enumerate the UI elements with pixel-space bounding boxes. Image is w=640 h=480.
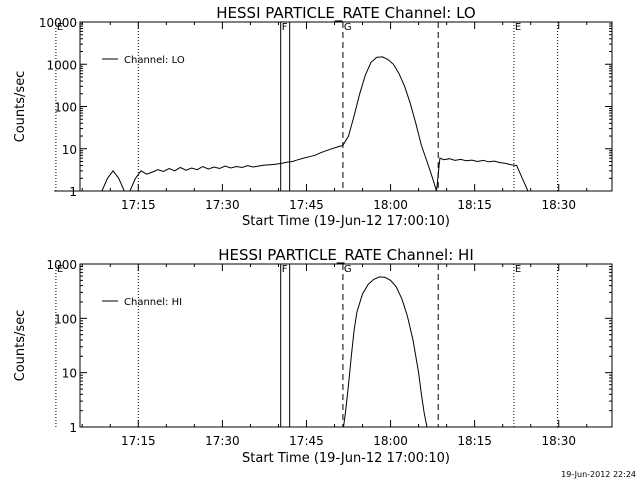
y-tick-label: 10 xyxy=(62,143,77,157)
x-tick-label: 17:15 xyxy=(121,434,156,448)
x-tick-label: 18:30 xyxy=(541,198,576,212)
y-tick-label: 1 xyxy=(69,421,77,435)
plot-frame xyxy=(79,21,613,192)
event-marker-label: E xyxy=(57,264,63,275)
chart-panel-lo: HESSI PARTICLE_RATE Channel: LO E F G E Chann… xyxy=(13,4,613,229)
event-marker-label: E xyxy=(515,264,521,275)
x-axis-label: Start Time (19-Jun-12 17:00:10) xyxy=(242,451,450,466)
chart-title: HESSI PARTICLE_RATE Channel: LO xyxy=(216,4,475,23)
plot-frame xyxy=(79,263,613,428)
chart-panel-hi: HESSI PARTICLE_RATE Channel: HI E F G E Chann… xyxy=(13,246,613,466)
series-line xyxy=(343,276,428,428)
y-tick-label: 100 xyxy=(54,101,77,115)
y-tick-label: 10000 xyxy=(39,16,77,30)
y-tick-label: 1000 xyxy=(46,58,77,72)
chart-title: HESSI PARTICLE_RATE Channel: HI xyxy=(218,246,474,265)
x-axis-label: Start Time (19-Jun-12 17:00:10) xyxy=(242,214,450,229)
x-tick-label: 17:45 xyxy=(289,434,324,448)
y-tick-label: 1000 xyxy=(46,258,77,272)
legend-label: Channel: LO xyxy=(124,55,185,66)
x-tick-label: 18:30 xyxy=(541,434,576,448)
y-axis-label: Counts/sec xyxy=(13,310,28,382)
event-marker-label: G xyxy=(344,22,352,33)
y-axis-label: Counts/sec xyxy=(13,71,28,143)
y-tick-label: 100 xyxy=(54,312,77,326)
x-tick-label: 18:00 xyxy=(373,198,408,212)
legend-label: Channel: HI xyxy=(124,297,182,308)
x-tick-label: 18:00 xyxy=(373,434,408,448)
x-tick-label: 18:15 xyxy=(457,434,492,448)
y-tick-label: 10 xyxy=(62,367,77,381)
event-marker-label: F xyxy=(282,22,288,33)
y-tick-label: 1 xyxy=(69,185,77,199)
x-tick-label: 17:45 xyxy=(289,198,324,212)
x-tick-label: 17:30 xyxy=(205,198,240,212)
event-marker-label: E xyxy=(515,22,521,33)
event-marker-label: E xyxy=(57,22,63,33)
event-marker-label: G xyxy=(344,264,352,275)
x-tick-label: 17:15 xyxy=(121,198,156,212)
footer-timestamp: 19-Jun-2012 22:24 xyxy=(561,470,636,479)
event-marker-label: F xyxy=(282,264,288,275)
x-tick-label: 17:30 xyxy=(205,434,240,448)
series-line xyxy=(54,56,556,192)
x-tick-label: 18:15 xyxy=(457,198,492,212)
